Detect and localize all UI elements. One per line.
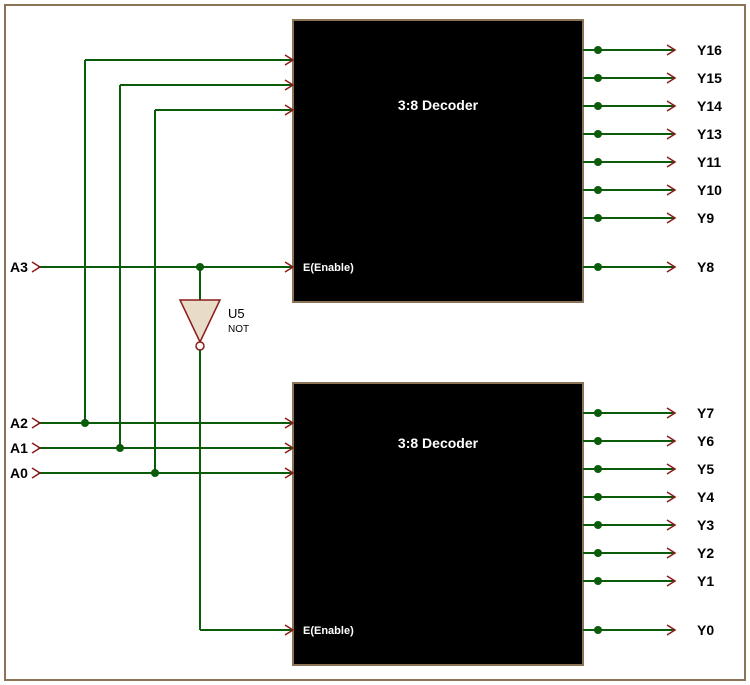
output-label-Y5: Y5 [697,461,714,477]
output-label-Y7: Y7 [697,405,714,421]
output-label-Y11: Y11 [697,154,721,170]
output-label-Y0: Y0 [697,622,714,638]
input-label-A1: A1 [10,440,28,456]
output-label-Y4: Y4 [697,489,714,505]
output-label-Y1: Y1 [697,573,714,589]
output-label-Y2: Y2 [697,545,714,561]
output-label-Y13: Y13 [697,126,722,142]
output-label-Y14: Y14 [697,98,722,114]
decoder-top-enable-label: E(Enable) [303,262,354,274]
output-label-Y6: Y6 [697,433,714,449]
decoder-bottom-enable-label: E(Enable) [303,625,354,637]
output-label-Y9: Y9 [697,210,714,226]
output-label-Y10: Y10 [697,182,722,198]
decoder-bottom [293,383,583,665]
decoder-bottom-title: 3:8 Decoder [398,435,479,451]
output-label-Y15: Y15 [697,70,722,86]
input-label-A2: A2 [10,415,28,431]
input-label-A0: A0 [10,465,28,481]
not-gate-ref: U5 [228,306,245,321]
input-label-A3: A3 [10,259,28,275]
output-label-Y16: Y16 [697,42,722,58]
output-label-Y8: Y8 [697,259,714,275]
decoder-top-title: 3:8 Decoder [398,97,479,113]
not-gate [180,300,220,342]
decoder-top [293,20,583,302]
not-gate-bubble [196,342,204,350]
not-gate-type: NOT [228,324,249,335]
output-label-Y3: Y3 [697,517,714,533]
